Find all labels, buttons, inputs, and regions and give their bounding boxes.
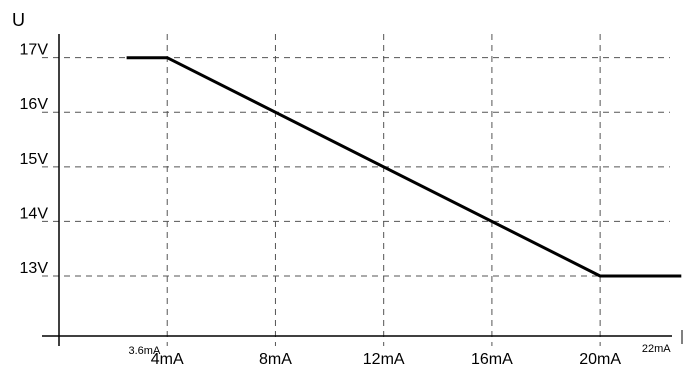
x-tick-label: 12mA [363,351,405,368]
y-tick-label: 14V [20,205,49,222]
series [126,56,682,278]
x-tick-label: 8mA [259,351,292,368]
y-tick-label: 16V [20,96,49,113]
series-line-0 [126,56,682,278]
y-tick-label: 17V [20,42,49,59]
y-tick-label: 13V [20,260,49,277]
x-tick-label: 20mA [579,351,621,368]
y-axis-title: U [12,10,25,30]
grid [42,34,670,346]
tick-labels: 4mA 8mA 12mA 16mA 20mA 13V 14V 15V 16V 17V 3.6mA 22… [20,42,672,368]
x-small-tick-label: 3.6mA [129,345,161,357]
x-tick-label: 16mA [471,351,513,368]
axes [42,34,683,346]
x-tick-label: 4mA [151,351,184,368]
y-tick-label: 15V [20,151,49,168]
x-small-tick-label: 22mA [642,343,671,355]
